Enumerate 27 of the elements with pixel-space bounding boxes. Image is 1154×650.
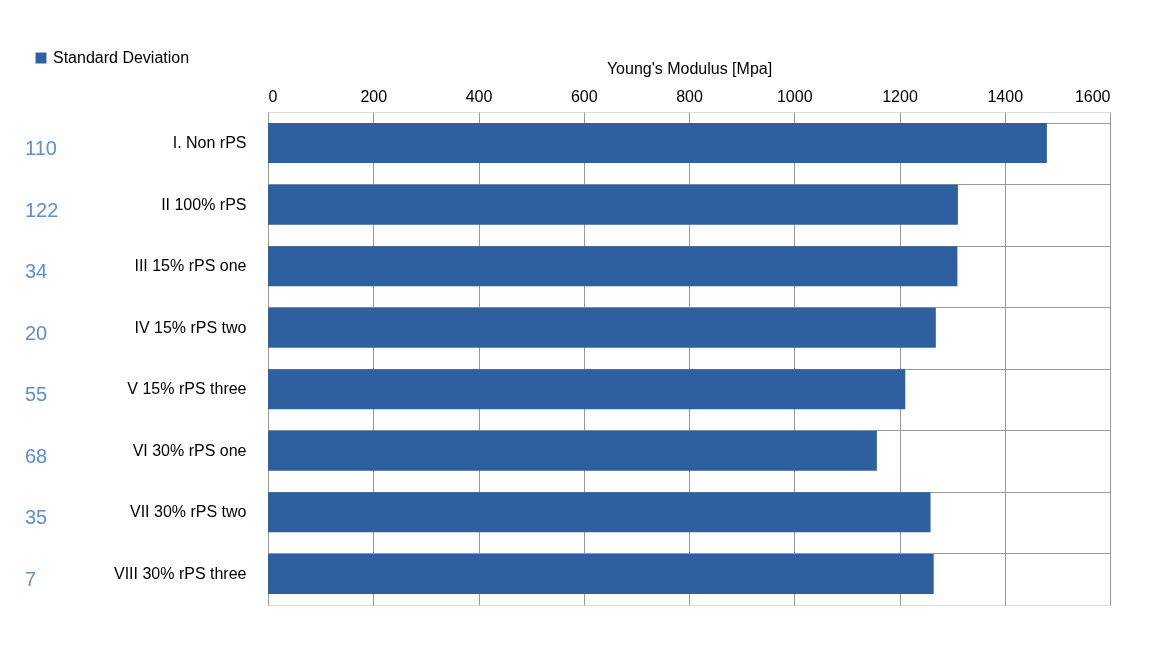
y-tick-label: II 100% rPS <box>161 195 247 213</box>
x-tick-label: 600 <box>570 87 598 105</box>
x-tick-label: 1600 <box>1074 87 1111 105</box>
text: 68 <box>25 444 48 467</box>
x-tick-label: 800 <box>676 87 703 105</box>
text: 122 <box>25 198 59 221</box>
text: 110 <box>25 137 57 160</box>
x-tick-label: 400 <box>465 87 493 105</box>
text: 7 <box>25 567 37 590</box>
x-tick-label: 1200 <box>882 87 918 105</box>
text: 55 <box>25 383 48 406</box>
y-tick-label: IV 15% rPS two <box>134 318 247 336</box>
x-tick-label: 1400 <box>987 87 1024 105</box>
y-tick-label: VII 30% rPS two <box>130 503 247 521</box>
y-tick-label: I. Non rPS <box>172 134 247 152</box>
x-axis-title: Young's Modulus [Mpa] <box>606 59 773 77</box>
y-tick-label: VI 30% rPS one <box>132 441 247 459</box>
x-tick-label: 1000 <box>776 87 813 105</box>
x-tick-label: 200 <box>360 87 388 105</box>
text: 34 <box>25 260 48 283</box>
y-tick-label: III 15% rPS one <box>134 257 247 275</box>
text: 35 <box>25 506 48 529</box>
text: 20 <box>25 321 48 344</box>
legend-label: Standard Deviation <box>53 49 190 66</box>
x-tick-label: 0 <box>268 87 278 105</box>
y-tick-label: V 15% rPS three <box>127 380 247 398</box>
y-tick-label: VIII 30% rPS three <box>113 564 247 582</box>
